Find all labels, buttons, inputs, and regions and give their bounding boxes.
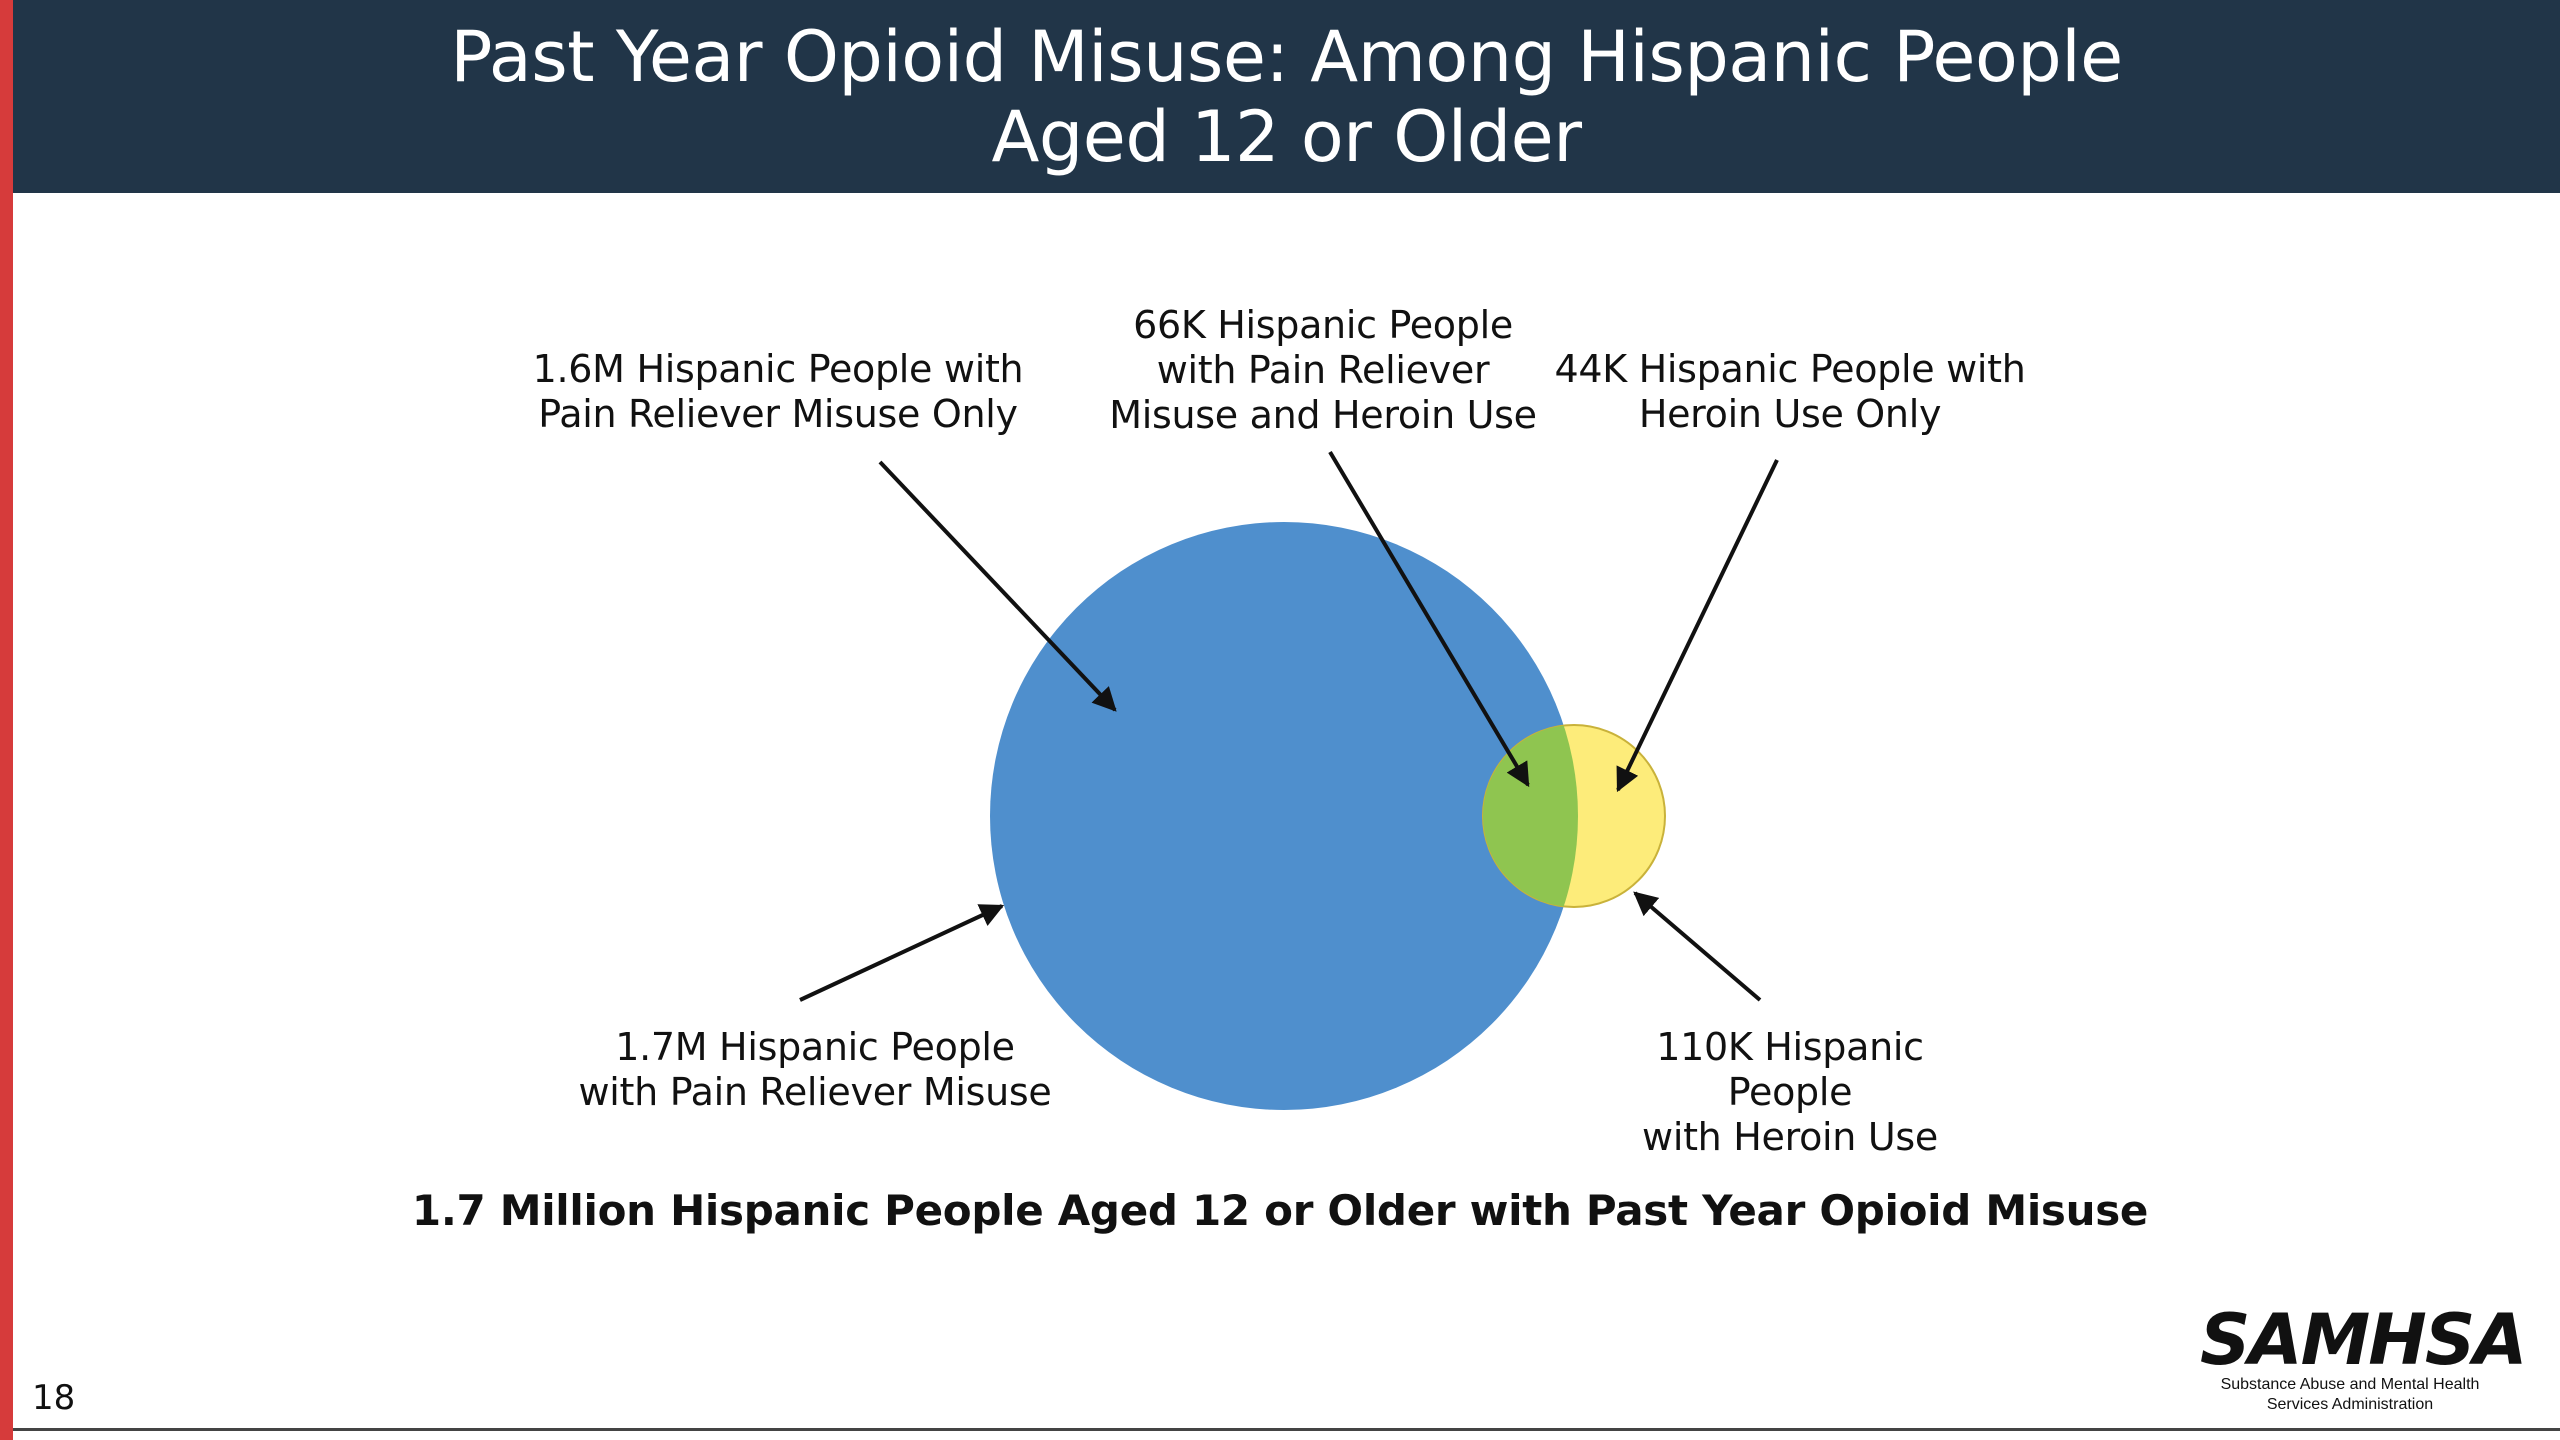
label-both: 66K Hispanic People with Pain Reliever M…	[1109, 303, 1537, 437]
page-number: 18	[32, 1378, 76, 1418]
bottom-divider	[13, 1428, 2560, 1431]
slide-title: Past Year Opioid Misuse: Among Hispanic …	[450, 15, 2123, 178]
arrow-pain-total	[799, 904, 1005, 1002]
label-pain-only: 1.6M Hispanic People with Pain Reliever …	[532, 347, 1024, 436]
arrow-pain-only	[878, 460, 1117, 712]
logo-subtitle: Substance Abuse and Mental Health Servic…	[2220, 1376, 2480, 1413]
label-pain-total: 1.7M Hispanic People with Pain Reliever …	[578, 1025, 1052, 1114]
accent-bar	[0, 0, 13, 1440]
samhsa-logo: SAMHSA Substance Abuse and Mental Health…	[2200, 1299, 2527, 1415]
arrow-heroin-total	[1633, 891, 1762, 1002]
label-heroin-only: 44K Hispanic People with Heroin Use Only	[1554, 347, 2026, 436]
arrow-both	[1328, 450, 1530, 788]
arrow-heroin-only	[1616, 459, 1779, 793]
label-heroin-total: 110K Hispanic People with Heroin Use	[1642, 1025, 1938, 1159]
title-banner: Past Year Opioid Misuse: Among Hispanic …	[13, 0, 2560, 193]
summary-statement: 1.7 Million Hispanic People Aged 12 or O…	[411, 1186, 2149, 1235]
logo-wordmark: SAMHSA	[2200, 1299, 2527, 1381]
pain-reliever-misuse-circle	[990, 522, 1578, 1110]
